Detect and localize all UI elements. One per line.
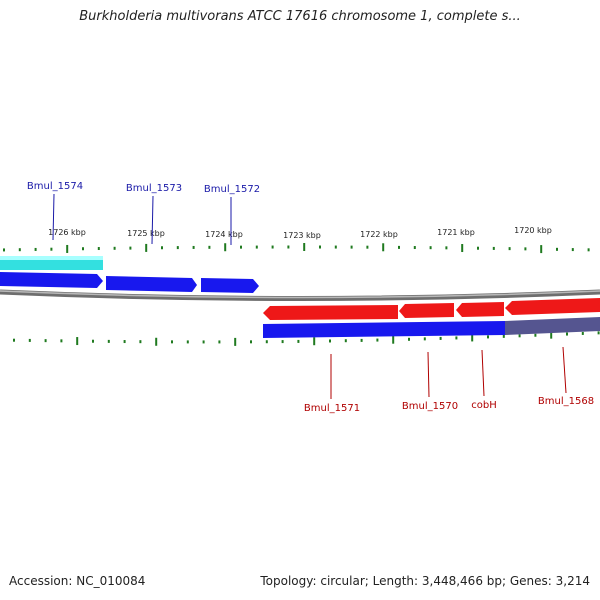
kbp-label: 1722 kbp <box>360 230 398 239</box>
accession-text: Accession: NC_010084 <box>9 574 146 588</box>
callout-line-bmul-1568 <box>562 346 567 394</box>
kbp-label: 1723 kbp <box>283 231 321 240</box>
pseudo-feature-bmul-1568[interactable] <box>505 317 600 335</box>
cds-arrow-bmul-1572[interactable] <box>201 278 259 293</box>
kbp-label: 1724 kbp <box>205 230 243 239</box>
cds-arrow-bmul-1571[interactable] <box>263 305 398 320</box>
cds-arrow-bmul-1568[interactable] <box>505 298 600 315</box>
gene-label-bmul-1568[interactable]: Bmul_1568 <box>538 396 594 407</box>
kbp-axis-labels: 1726 kbp 1725 kbp 1724 kbp 1723 kbp 1722 kbp… <box>48 226 552 240</box>
cds-arrow-bmul-1574[interactable] <box>0 272 103 288</box>
gene-label-bmul-1572[interactable]: Bmul_1572 <box>204 184 260 195</box>
map-title: Burkholderia multivorans ATCC 17616 chro… <box>79 9 521 24</box>
bottom-tick-track <box>13 330 600 346</box>
genome-summary-text: Topology: circular; Length: 3,448,466 bp… <box>260 574 590 588</box>
gene-label-bmul-1573[interactable]: Bmul_1573 <box>126 183 182 194</box>
gene-label-bmul-1570[interactable]: Bmul_1570 <box>402 401 458 412</box>
gene-label-bmul-1571[interactable]: Bmul_1571 <box>304 403 360 414</box>
cds-arrow-bmul-1570[interactable] <box>399 303 454 318</box>
kbp-label: 1721 kbp <box>437 228 475 237</box>
callout-line-bmul-1574 <box>52 193 55 241</box>
kbp-label: 1725 kbp <box>127 229 165 238</box>
kbp-label: 1726 kbp <box>48 228 86 237</box>
genome-backbone <box>0 289 600 301</box>
gene-label-bmul-1574[interactable]: Bmul_1574 <box>27 181 83 192</box>
callout-line-cobh <box>481 349 485 397</box>
gene-feature-reverse-strand[interactable] <box>263 321 505 338</box>
genome-backbone-highlight <box>0 290 600 299</box>
top-tick-track <box>3 243 590 254</box>
cds-arrow-cobh[interactable] <box>456 302 504 317</box>
gene-feature-bmul-1574-shade <box>0 256 103 260</box>
callout-line-bmul-1570 <box>427 351 430 398</box>
callout-line-bmul-1573 <box>151 195 154 245</box>
gene-label-cobh[interactable]: cobH <box>471 400 496 411</box>
cds-arrow-bmul-1573[interactable] <box>106 276 197 292</box>
kbp-label: 1720 kbp <box>514 226 552 235</box>
